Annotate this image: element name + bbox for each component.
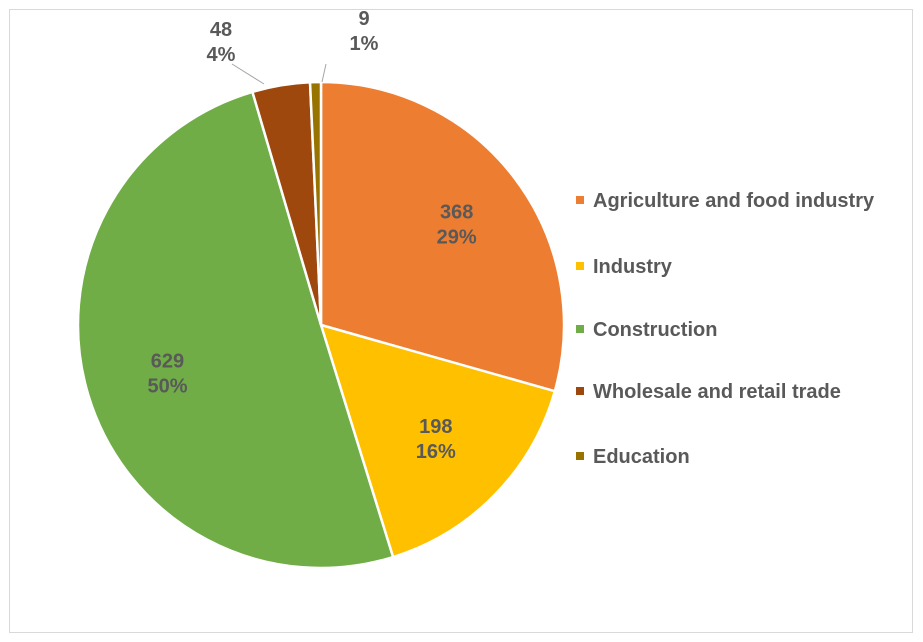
leader-line-5 [321,63,327,83]
data-label-value-3: 629 [151,350,184,372]
legend-item-5: Education [576,444,893,470]
legend-label: Construction [593,319,718,341]
pie-slice-3 [76,90,395,570]
legend-swatch [576,452,584,460]
data-label-percent-2: 16% [416,441,456,463]
legend-label: Wholesale and retail trade [593,381,841,403]
legend-swatch [576,325,584,333]
legend-label: Education [593,446,690,468]
data-label-value-5: 9 [358,8,369,30]
data-label-percent-5: 1% [350,33,379,55]
data-label-percent-3: 50% [147,375,187,397]
pie-slice-5 [308,80,323,326]
legend-swatch [576,196,584,204]
leader-line-4 [231,63,265,85]
pie-slices [76,80,566,570]
legend-item-1: Agriculture and food industry [576,188,893,214]
legend-item-4: Wholesale and retail trade [576,379,893,405]
legend-label: Agriculture and food industry [593,190,875,212]
pie-slice-1 [319,80,566,393]
data-labels: 368 29% 198 16% 629 50% 48 4% 9 1% [147,8,476,463]
data-label-value-2: 198 [419,416,452,438]
pie-slice-2 [319,323,557,559]
legend-swatch [576,387,584,395]
data-label-value-1: 368 [440,201,473,223]
legend-label: Industry [593,256,672,278]
chart-frame [9,9,913,633]
legend-swatch [576,262,584,270]
data-label-percent-1: 29% [437,226,477,248]
legend-item-2: Industry [576,254,893,280]
legend-item-3: Construction [576,317,893,343]
data-label-value-4: 48 [210,19,232,41]
leader-lines [231,63,327,85]
data-label-percent-4: 4% [207,44,236,66]
